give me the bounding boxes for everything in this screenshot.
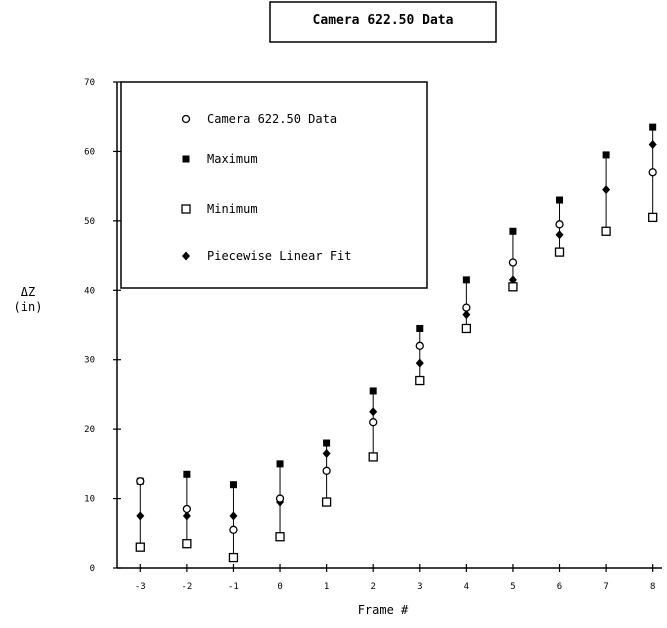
point-maximum <box>416 324 424 332</box>
point-camera-622-50-data <box>648 168 657 177</box>
point-camera-622-50-data <box>415 341 424 350</box>
point-piecewise-linear-fit <box>602 185 611 195</box>
point-piecewise-linear-fit <box>229 511 238 521</box>
x-tick-label: -2 <box>181 582 192 592</box>
point-piecewise-linear-fit <box>136 511 145 521</box>
legend: Camera 622.50 Data Maximum Minimum Piece… <box>120 81 428 289</box>
point-piecewise-linear-fit <box>648 139 657 149</box>
x-tick-label: 7 <box>603 582 608 592</box>
point-minimum <box>228 552 239 563</box>
legend-marker-camera-622-50-data <box>181 114 191 124</box>
point-piecewise-linear-fit <box>508 275 517 285</box>
legend-label-minimum: Minimum <box>207 202 258 216</box>
y-tick-label: 60 <box>84 147 95 157</box>
title-box: Camera 622.50 Data <box>269 1 497 43</box>
point-maximum <box>323 439 331 447</box>
y-axis-label-line1: ΔZ <box>21 285 35 299</box>
point-maximum <box>183 470 191 478</box>
y-axis-label-line2: (in) <box>14 300 43 314</box>
point-minimum <box>182 539 192 549</box>
point-piecewise-linear-fit <box>182 511 191 521</box>
x-tick-label: 6 <box>557 582 562 592</box>
point-camera-622-50-data <box>508 258 518 267</box>
y-tick-label: 40 <box>84 286 95 296</box>
legend-label-fit: Piecewise Linear Fit <box>207 249 352 263</box>
point-minimum <box>135 542 145 552</box>
chart-title: Camera 622.50 Data <box>313 13 454 28</box>
point-maximum <box>276 460 284 468</box>
y-tick-label: 10 <box>84 495 95 505</box>
point-piecewise-linear-fit <box>369 407 378 417</box>
point-piecewise-linear-fit <box>322 448 331 458</box>
point-camera-622-50-data <box>229 525 238 534</box>
point-maximum <box>369 387 377 395</box>
point-minimum <box>601 226 611 236</box>
x-tick-label: 0 <box>277 582 282 592</box>
point-maximum <box>229 481 237 489</box>
point-piecewise-linear-fit <box>555 230 564 240</box>
x-tick-label: -3 <box>135 582 146 592</box>
x-tick-label: 2 <box>370 582 375 592</box>
x-tick-label: 8 <box>650 582 655 592</box>
point-piecewise-linear-fit <box>415 358 424 368</box>
y-tick-label: 30 <box>84 356 95 366</box>
point-piecewise-linear-fit <box>462 310 471 320</box>
y-tick-label: 0 <box>90 564 95 574</box>
point-maximum <box>462 276 470 284</box>
legend-marker-piecewise-linear-fit <box>182 251 190 261</box>
point-camera-622-50-data <box>275 494 285 503</box>
x-axis-label: Frame # <box>358 603 409 617</box>
legend-marker-maximum <box>182 155 190 163</box>
point-maximum <box>509 227 517 235</box>
point-minimum <box>415 375 425 386</box>
x-tick-label: -1 <box>228 582 239 592</box>
y-tick-label: 20 <box>84 425 95 435</box>
point-minimum <box>461 323 472 334</box>
point-maximum <box>649 123 657 131</box>
point-camera-622-50-data <box>369 418 378 427</box>
point-minimum <box>554 247 565 257</box>
point-maximum <box>602 151 610 159</box>
point-minimum <box>275 532 285 542</box>
point-camera-622-50-data <box>555 220 564 229</box>
point-minimum <box>648 212 658 223</box>
y-tick-label: 70 <box>84 78 95 88</box>
point-camera-622-50-data <box>182 504 192 514</box>
legend-marker-minimum <box>181 204 191 214</box>
x-tick-label: 5 <box>510 582 515 592</box>
x-tick-label: 3 <box>417 582 422 592</box>
point-maximum <box>556 196 564 204</box>
legend-label-data: Camera 622.50 Data <box>207 112 337 126</box>
point-minimum <box>508 282 518 292</box>
point-minimum <box>368 452 378 462</box>
point-minimum <box>321 497 332 507</box>
point-camera-622-50-data <box>462 303 471 312</box>
point-camera-622-50-data <box>322 466 331 475</box>
x-tick-label: 1 <box>324 582 329 592</box>
x-tick-label: 4 <box>464 582 469 592</box>
legend-label-maximum: Maximum <box>207 152 258 166</box>
y-tick-label: 50 <box>84 217 95 227</box>
point-camera-622-50-data <box>136 477 145 486</box>
